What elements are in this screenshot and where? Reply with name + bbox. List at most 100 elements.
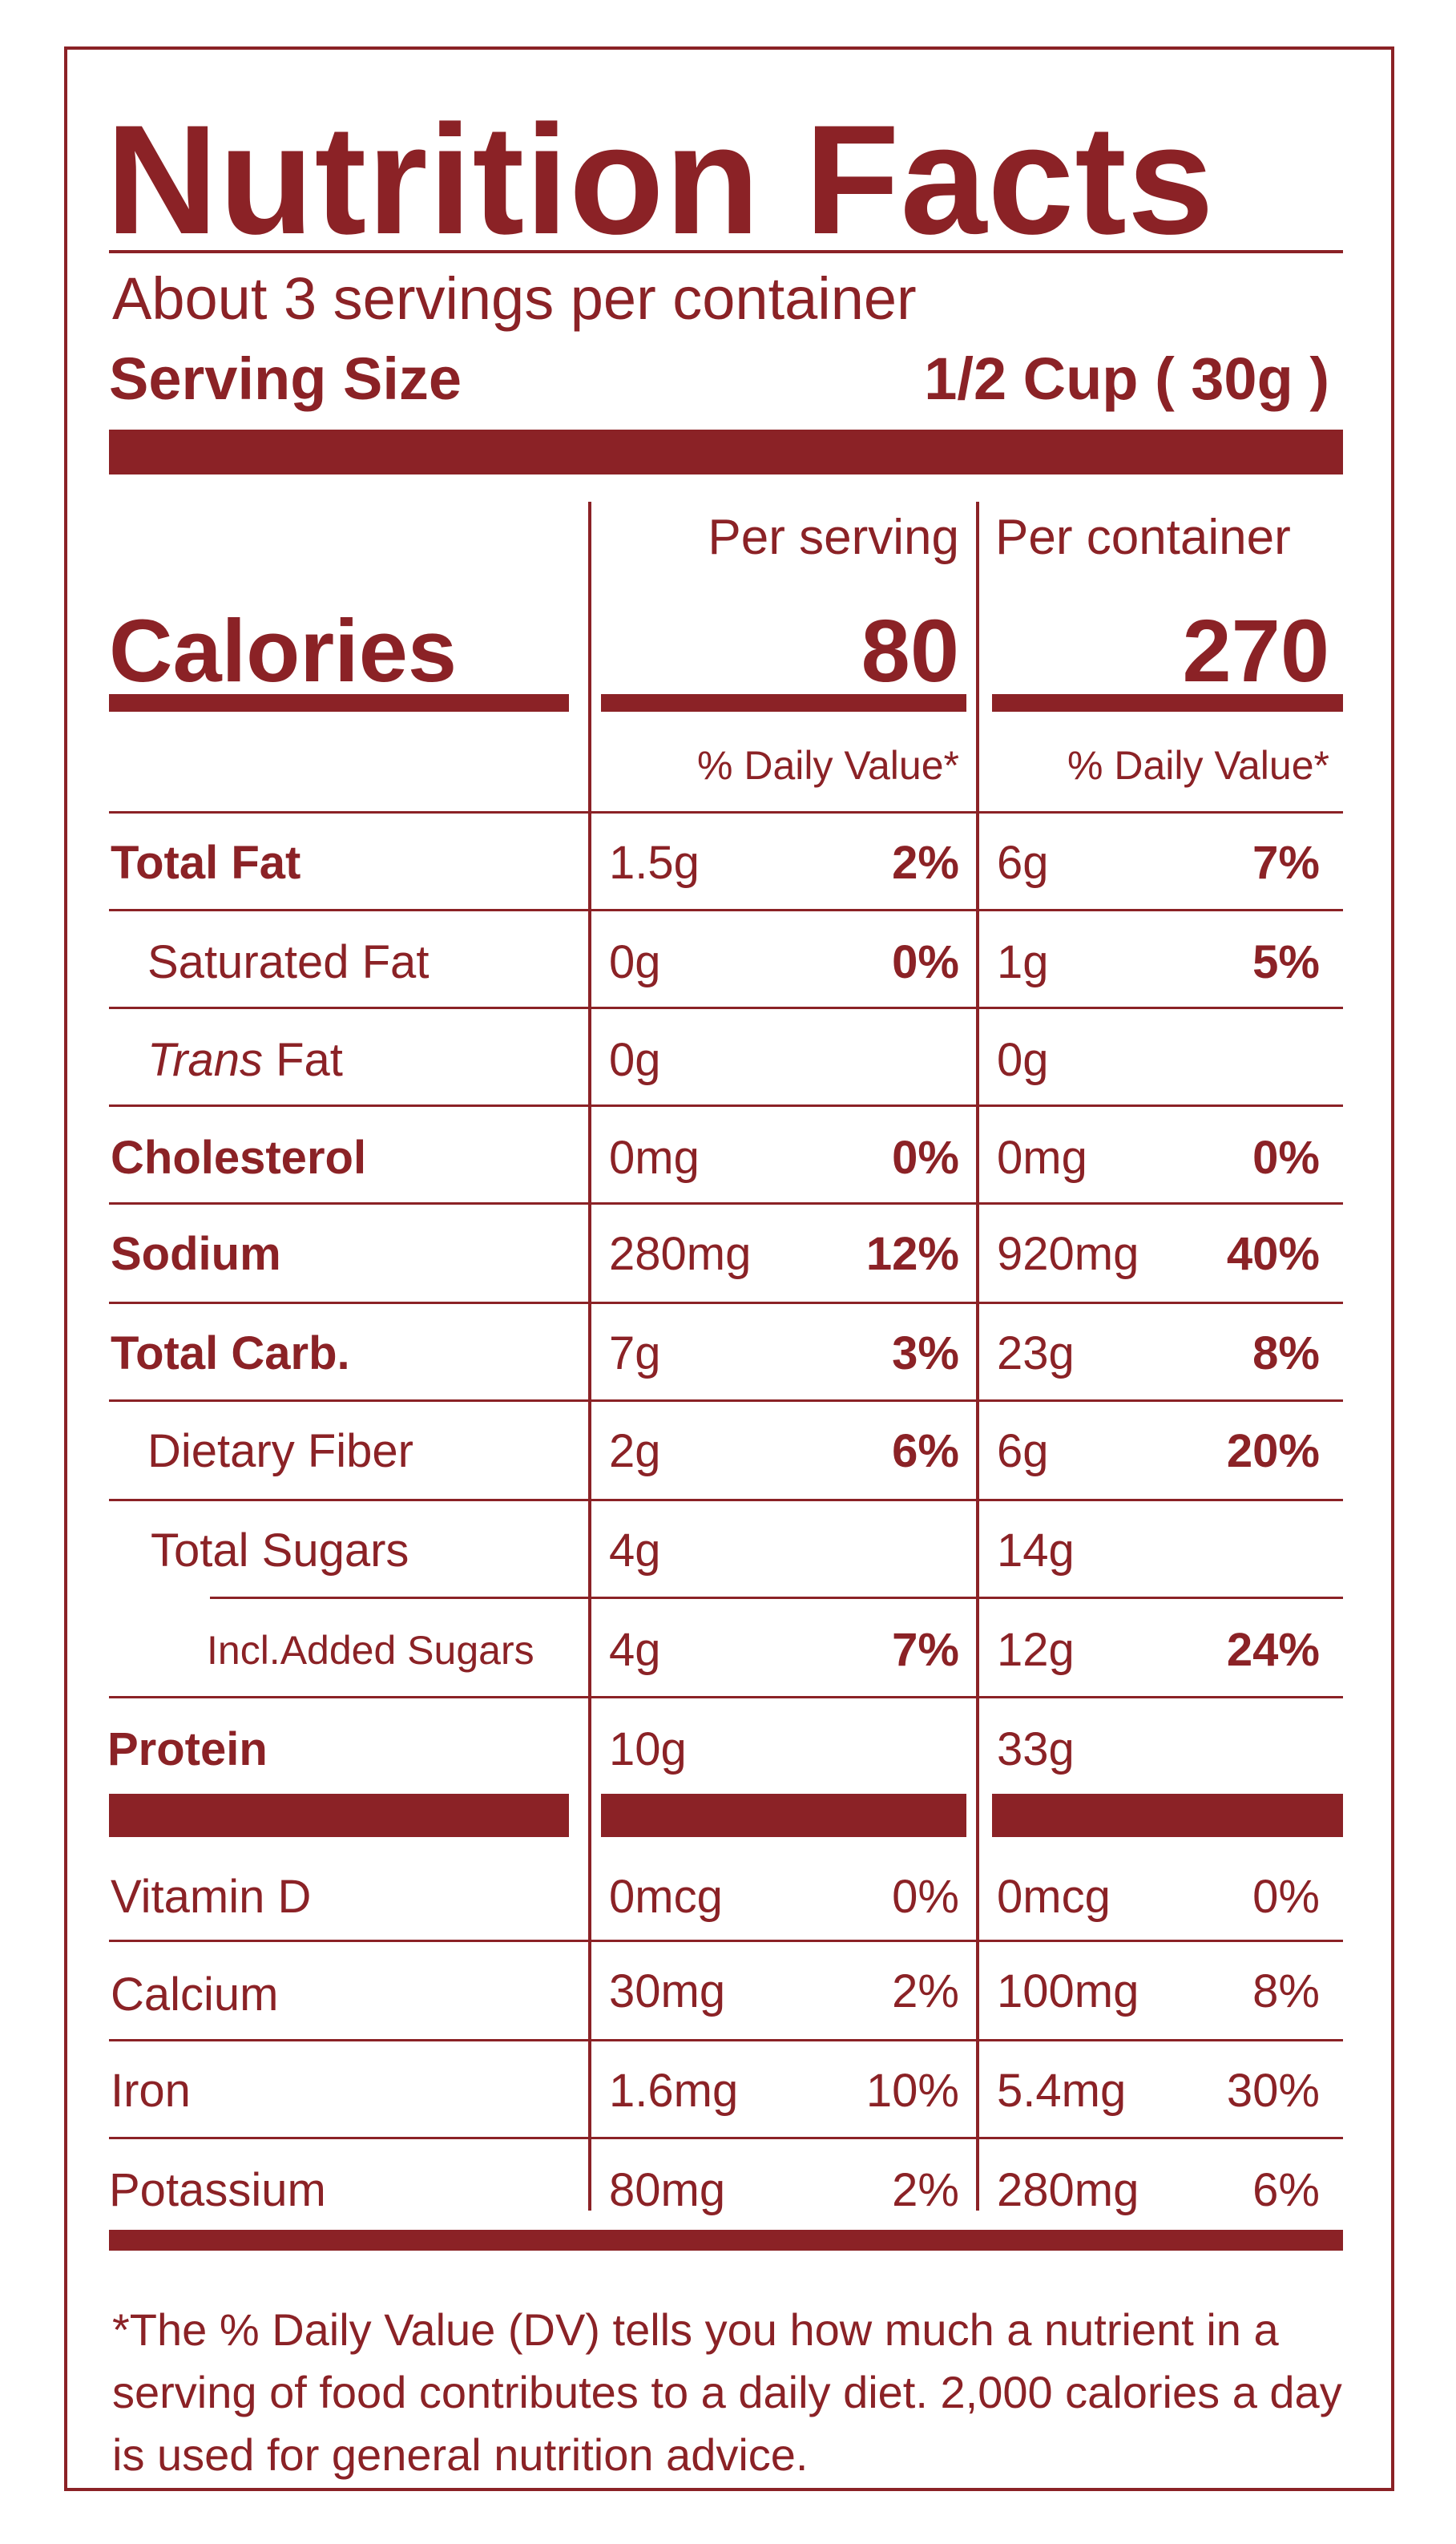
- cholesterol-serving-dv: 0%: [892, 1132, 959, 1184]
- daily-value-footnote: *The % Daily Value (DV) tells you how mu…: [112, 2304, 1342, 2480]
- nutrient-name-cholesterol: Cholesterol: [111, 1132, 367, 1184]
- title-rule: [109, 250, 1343, 253]
- trans-fat-serving-amount: 0g: [609, 1034, 661, 1086]
- calories-per-container: 270: [1182, 602, 1329, 701]
- vitamin-d-container-amount: 0mcg: [997, 1871, 1111, 1923]
- vitamin-name-potassium: Potassium: [109, 2164, 326, 2216]
- nutrient-name-sodium: Sodium: [111, 1228, 281, 1280]
- potassium-container-amount: 280mg: [997, 2164, 1139, 2216]
- added-sugars-serving-dv: 7%: [892, 1624, 959, 1676]
- row-rule: [109, 1302, 1343, 1304]
- row-rule: [109, 1104, 1343, 1107]
- added-sugars-container-dv: 24%: [1226, 1624, 1320, 1676]
- total-sugars-serving-amount: 4g: [609, 1524, 661, 1577]
- total-fat-container-amount: 6g: [997, 837, 1049, 889]
- serving-size-value: 1/2 Cup ( 30g ): [924, 345, 1329, 412]
- dietary-fiber-container-amount: 6g: [997, 1425, 1049, 1477]
- calcium-container-amount: 100mg: [997, 1965, 1139, 2017]
- total-fat-container-dv: 7%: [1252, 837, 1320, 889]
- saturated-fat-serving-amount: 0g: [609, 936, 661, 988]
- row-rule: [109, 2039, 1343, 2041]
- nutrient-name-total-carb: Total Carb.: [111, 1327, 350, 1379]
- added-sugars-serving-amount: 4g: [609, 1624, 661, 1676]
- nutrient-name-protein: Protein: [107, 1723, 268, 1775]
- row-rule: [109, 1696, 1343, 1698]
- cholesterol-container-amount: 0mg: [997, 1132, 1087, 1184]
- nutrient-name-total-sugars: Total Sugars: [151, 1524, 409, 1577]
- sodium-container-dv: 40%: [1226, 1228, 1320, 1280]
- row-rule: [109, 1399, 1343, 1402]
- protein-container-amount: 33g: [997, 1723, 1075, 1775]
- row-rule: [109, 1007, 1343, 1009]
- thick-bar-bottom: [109, 2230, 1343, 2251]
- total-carb-container-amount: 23g: [997, 1327, 1075, 1379]
- calories-bar-label: [109, 694, 569, 712]
- thick-bar-protein-label: [109, 1794, 569, 1837]
- column-divider-2: [976, 502, 979, 2211]
- sodium-container-amount: 920mg: [997, 1228, 1139, 1280]
- cholesterol-serving-amount: 0mg: [609, 1132, 700, 1184]
- trans-fat-container-amount: 0g: [997, 1034, 1049, 1086]
- cholesterol-container-dv: 0%: [1252, 1132, 1320, 1184]
- column-header-per-serving: Per serving: [708, 510, 959, 565]
- dietary-fiber-serving-amount: 2g: [609, 1425, 661, 1477]
- sodium-serving-dv: 12%: [865, 1228, 959, 1280]
- total-carb-serving-amount: 7g: [609, 1327, 661, 1379]
- total-carb-container-dv: 8%: [1252, 1327, 1320, 1379]
- total-fat-serving-dv: 2%: [892, 837, 959, 889]
- column-divider-1: [588, 502, 591, 2211]
- saturated-fat-container-dv: 5%: [1252, 936, 1320, 988]
- row-rule-indented: [210, 1597, 1343, 1599]
- vitamin-d-serving-amount: 0mcg: [609, 1871, 723, 1923]
- vitamin-d-container-dv: 0%: [1252, 1871, 1320, 1923]
- servings-per-container: About 3 servings per container: [112, 265, 917, 332]
- iron-serving-amount: 1.6mg: [609, 2065, 739, 2117]
- row-rule: [109, 1940, 1343, 1942]
- total-sugars-container-amount: 14g: [997, 1524, 1075, 1577]
- trans-fat-suffix: Fat: [262, 1034, 343, 1086]
- dietary-fiber-container-dv: 20%: [1226, 1425, 1320, 1477]
- trans-italic: Trans: [147, 1034, 263, 1086]
- row-rule: [109, 811, 1343, 814]
- total-fat-serving-amount: 1.5g: [609, 837, 700, 889]
- nutrient-name-dietary-fiber: Dietary Fiber: [147, 1425, 413, 1477]
- daily-value-header-serving: % Daily Value*: [696, 743, 959, 788]
- nutrient-name-total-fat: Total Fat: [111, 837, 301, 889]
- calcium-serving-dv: 2%: [892, 1965, 959, 2017]
- potassium-serving-amount: 80mg: [609, 2164, 726, 2216]
- saturated-fat-serving-dv: 0%: [892, 936, 959, 988]
- vitamin-name-iron: Iron: [111, 2065, 191, 2117]
- calories-per-serving: 80: [861, 602, 959, 701]
- column-header-per-container: Per container: [995, 510, 1291, 565]
- nutrient-name-trans-fat: Trans Fat: [147, 1037, 343, 1084]
- sodium-serving-amount: 280mg: [609, 1228, 752, 1280]
- calories-bar-serving: [601, 694, 966, 712]
- dietary-fiber-serving-dv: 6%: [892, 1425, 959, 1477]
- nutrient-name-saturated-fat: Saturated Fat: [147, 936, 430, 988]
- calcium-container-dv: 8%: [1252, 1965, 1320, 2017]
- iron-container-amount: 5.4mg: [997, 2065, 1127, 2117]
- calories-bar-container: [992, 694, 1343, 712]
- iron-serving-dv: 10%: [865, 2065, 959, 2117]
- label-title: Nutrition Facts: [106, 93, 1215, 267]
- row-rule: [109, 2137, 1343, 2139]
- iron-container-dv: 30%: [1226, 2065, 1320, 2117]
- label-frame: [64, 46, 1394, 2491]
- serving-size-label: Serving Size: [109, 345, 462, 412]
- added-sugars-container-amount: 12g: [997, 1624, 1075, 1676]
- potassium-serving-dv: 2%: [892, 2164, 959, 2216]
- row-rule: [109, 909, 1343, 911]
- thick-bar-protein-serving: [601, 1794, 966, 1837]
- calcium-serving-amount: 30mg: [609, 1965, 726, 2017]
- row-rule: [109, 1202, 1343, 1205]
- thick-bar-protein-container: [992, 1794, 1343, 1837]
- daily-value-header-container: % Daily Value*: [1067, 743, 1329, 788]
- saturated-fat-container-amount: 1g: [997, 936, 1049, 988]
- vitamin-d-serving-dv: 0%: [892, 1871, 959, 1923]
- vitamin-name-calcium: Calcium: [111, 1969, 279, 2021]
- nutrient-name-added-sugars: Incl.Added Sugars: [207, 1628, 534, 1673]
- total-carb-serving-dv: 3%: [892, 1327, 959, 1379]
- row-rule: [109, 1499, 1343, 1501]
- vitamin-name-vitamin-d: Vitamin D: [111, 1871, 312, 1923]
- protein-serving-amount: 10g: [609, 1723, 687, 1775]
